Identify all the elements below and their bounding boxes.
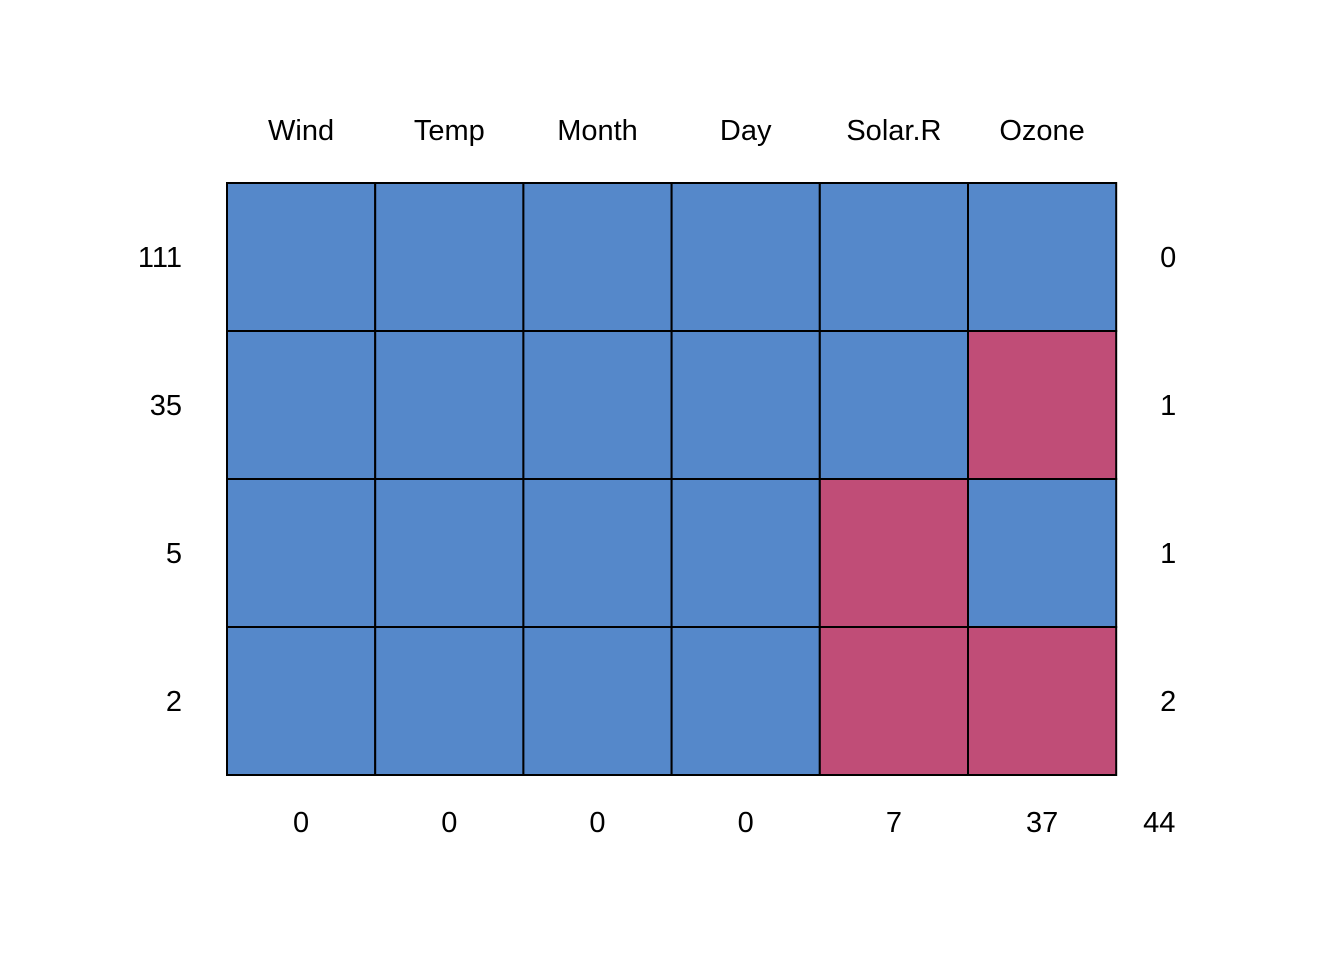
observed-cell xyxy=(670,478,821,628)
observed-cell xyxy=(967,478,1118,628)
column-missing-total: 0 xyxy=(441,807,457,839)
pattern-grid xyxy=(226,182,1118,776)
row-missing-total-labels: 0 1 1 2 xyxy=(1160,242,1176,718)
observed-cell xyxy=(374,626,525,776)
observed-cell xyxy=(670,626,821,776)
missing-cell xyxy=(967,330,1118,480)
row-missing-total: 0 xyxy=(1160,242,1176,274)
column-header: Month xyxy=(557,115,638,147)
observed-cell xyxy=(226,478,377,628)
row-count-labels: 111 35 5 2 xyxy=(138,242,182,718)
row-count-label: 111 xyxy=(138,242,182,274)
observed-cell xyxy=(818,182,969,332)
observed-cell xyxy=(226,182,377,332)
row-missing-total: 2 xyxy=(1160,686,1176,718)
column-header: Day xyxy=(720,115,772,147)
column-missing-total: 37 xyxy=(1026,807,1058,839)
column-missing-total: 0 xyxy=(293,807,309,839)
missing-cell xyxy=(818,626,969,776)
observed-cell xyxy=(226,626,377,776)
observed-cell xyxy=(374,330,525,480)
row-count-label: 35 xyxy=(150,390,182,422)
column-missing-total: 0 xyxy=(738,807,754,839)
observed-cell xyxy=(522,182,673,332)
row-count-label: 2 xyxy=(166,686,182,718)
column-header: Wind xyxy=(268,115,334,147)
row-missing-total: 1 xyxy=(1160,538,1176,570)
row-missing-total: 1 xyxy=(1160,390,1176,422)
observed-cell xyxy=(522,478,673,628)
observed-cell xyxy=(226,330,377,480)
column-header: Temp xyxy=(414,115,485,147)
column-header: Ozone xyxy=(999,115,1084,147)
observed-cell xyxy=(967,182,1118,332)
column-headers: Wind Temp Month Day Solar.R Ozone xyxy=(268,115,1085,147)
grand-total-missing: 44 xyxy=(1143,807,1175,839)
observed-cell xyxy=(374,182,525,332)
observed-cell xyxy=(670,330,821,480)
observed-cell xyxy=(374,478,525,628)
observed-cell xyxy=(818,330,969,480)
column-missing-total-labels: 0 0 0 0 7 37 xyxy=(293,807,1058,839)
column-missing-total: 0 xyxy=(589,807,605,839)
observed-cell xyxy=(522,626,673,776)
column-header: Solar.R xyxy=(846,115,941,147)
observed-cell xyxy=(670,182,821,332)
missing-cell xyxy=(818,478,969,628)
column-missing-total: 7 xyxy=(886,807,902,839)
observed-cell xyxy=(522,330,673,480)
row-count-label: 5 xyxy=(166,538,182,570)
missing-cell xyxy=(967,626,1118,776)
